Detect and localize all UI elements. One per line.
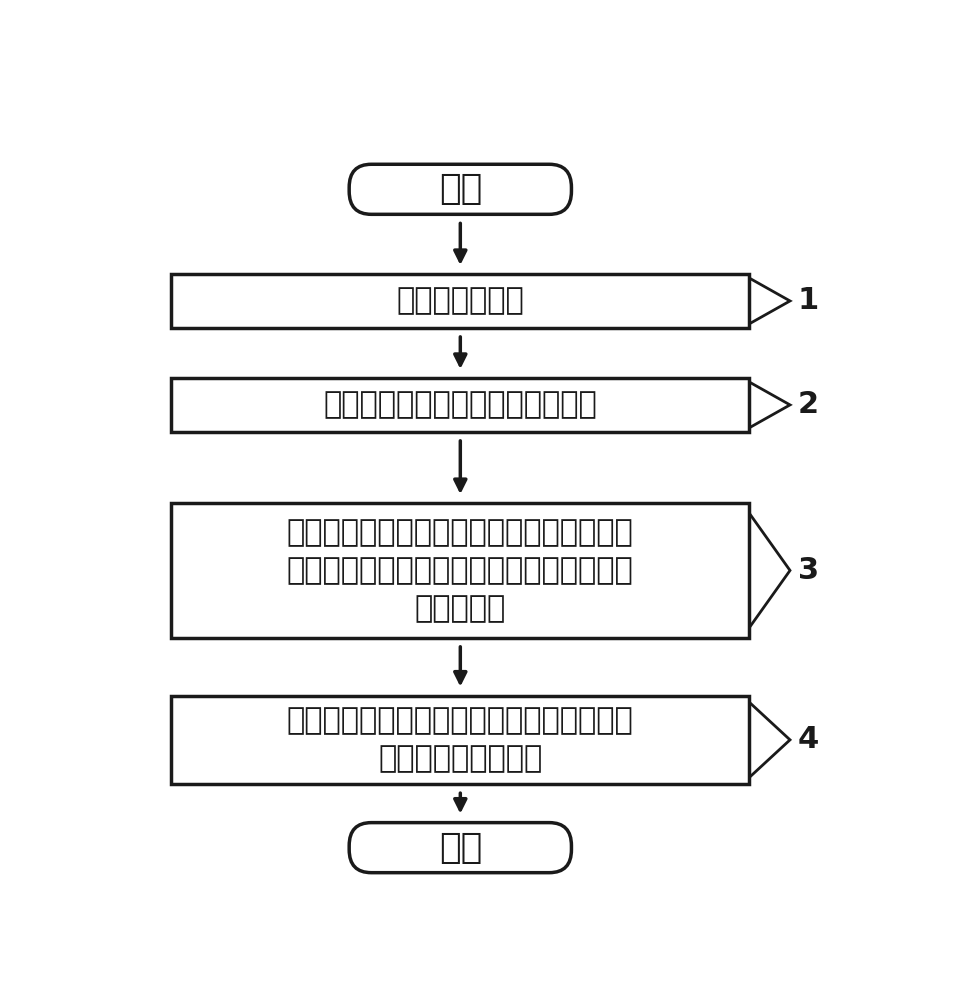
Text: 4: 4 [798,725,819,754]
Text: 3: 3 [798,556,819,585]
Text: 在清洗后的锗衬底表面沉积阻挡层: 在清洗后的锗衬底表面沉积阻挡层 [323,390,598,419]
FancyBboxPatch shape [349,164,572,214]
Text: 清洗锗衬底表面: 清洗锗衬底表面 [397,286,524,315]
Text: 2: 2 [798,390,819,419]
Text: 结束: 结束 [439,831,482,865]
Text: 利用氧等离子体处理所述沉积了阻挡层的锗
衬底表面，在阻挡层与锗衬底的界面处形成
二氧化锗层: 利用氧等离子体处理所述沉积了阻挡层的锗 衬底表面，在阻挡层与锗衬底的界面处形成 … [287,518,634,623]
Bar [171,503,750,638]
Text: 1: 1 [798,286,819,315]
Text: 在氧等离子体氧化后的锗衬底表面沉积高介
电常数的栅氧化物层: 在氧等离子体氧化后的锗衬底表面沉积高介 电常数的栅氧化物层 [287,706,634,773]
Text: 开始: 开始 [439,172,482,206]
Bar [171,274,750,328]
Bar [171,696,750,784]
FancyBboxPatch shape [349,823,572,873]
Bar [171,378,750,432]
